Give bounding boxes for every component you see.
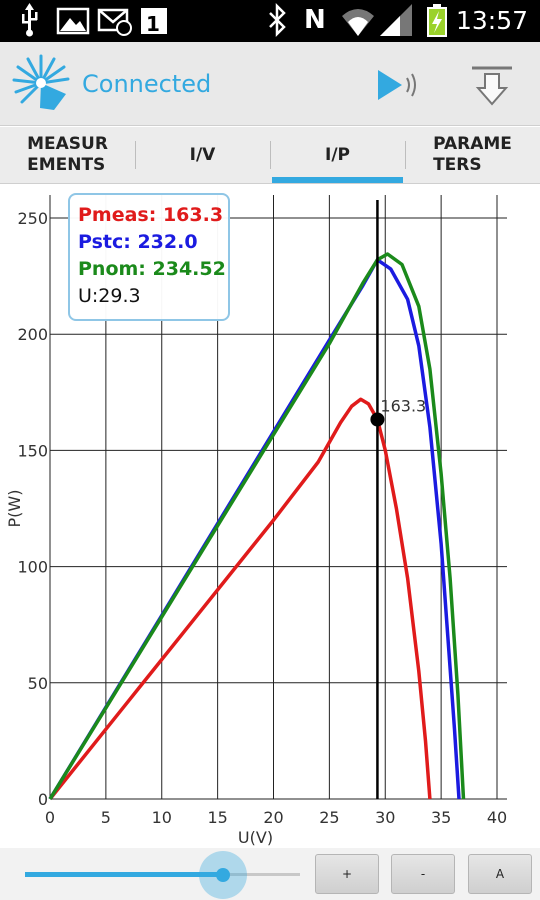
start-measure-button[interactable] <box>374 64 424 106</box>
app-logo-icon <box>12 54 70 110</box>
series-line-pmeas <box>48 397 432 801</box>
series-line-pstc <box>48 258 461 800</box>
status-bar: 1 N 13:57 <box>0 0 540 42</box>
ip-chart-svg[interactable]: 0 5 10 15 20 25 30 35 40 0 50 100 150 200 250 U(V) P(W) 1… <box>0 185 540 847</box>
legend-voltage: U:29.3 <box>78 285 141 307</box>
cursor-controls: + - A <box>0 848 540 900</box>
x-tick-label: 25 <box>319 808 339 827</box>
missed-call-icon <box>97 8 132 36</box>
chart-legend: Pmeas: 163.3 Pstc: 232.0 Pnom: 234.52 U:… <box>68 193 230 321</box>
cursor-slider-thumb[interactable] <box>199 851 247 899</box>
cursor-slider-fill <box>25 872 223 877</box>
legend-pmeas: Pmeas: 163.3 <box>78 204 224 226</box>
x-tick-label: 15 <box>207 808 227 827</box>
cursor-slider[interactable] <box>25 851 300 899</box>
tab-bar: MEASUR EMENTS I/V I/P PARAME TERS <box>0 127 540 184</box>
nfc-icon: N <box>304 5 326 35</box>
x-tick-label: 5 <box>101 808 111 827</box>
usb-icon <box>22 3 38 37</box>
y-tick-label: 100 <box>17 558 48 577</box>
cursor-decrement-button[interactable]: - <box>391 854 455 894</box>
x-tick-label: 30 <box>375 808 395 827</box>
cursor-marker <box>370 412 385 427</box>
y-axis-label: P(W) <box>5 490 24 528</box>
y-tick-label: 50 <box>28 674 48 693</box>
clock: 13:57 <box>455 6 528 35</box>
auto-button[interactable]: A <box>468 854 532 894</box>
tab-measurements-label: MEASUR EMENTS <box>27 134 108 175</box>
x-tick-label: 35 <box>431 808 451 827</box>
cursor-increment-button[interactable]: + <box>315 854 379 894</box>
tab-ip[interactable]: I/P <box>270 127 405 183</box>
y-tick-label: 200 <box>17 325 48 344</box>
x-axis-label: U(V) <box>238 828 273 847</box>
y-tick-label: 0 <box>38 790 48 809</box>
calendar-day: 1 <box>146 12 160 36</box>
wifi-icon <box>342 9 374 36</box>
connection-status: Connected <box>82 70 212 98</box>
bluetooth-icon <box>269 2 286 38</box>
tab-parameters-label: PARAME TERS <box>433 134 512 175</box>
ip-chart[interactable]: 0 5 10 15 20 25 30 35 40 0 50 100 150 200 250 U(V) P(W) 1… <box>0 185 540 847</box>
tab-parameters[interactable]: PARAME TERS <box>405 127 540 183</box>
legend-pstc: Pstc: 232.0 <box>78 231 198 253</box>
series-line-pnom <box>48 252 466 800</box>
download-button[interactable] <box>468 62 516 110</box>
tab-measurements[interactable]: MEASUR EMENTS <box>0 127 135 183</box>
x-tick-label: 10 <box>152 808 172 827</box>
calendar-icon <box>141 8 167 34</box>
y-tick-label: 150 <box>17 441 48 460</box>
x-tick-label: 0 <box>45 808 55 827</box>
y-tick-label: 250 <box>17 209 48 228</box>
tab-ip-label: I/P <box>325 144 350 165</box>
battery-charging-icon <box>427 4 447 37</box>
app-bar: Connected <box>0 42 540 126</box>
signal-icon <box>380 4 412 36</box>
image-icon <box>56 7 90 35</box>
x-tick-label: 40 <box>487 808 507 827</box>
tab-iv-label: I/V <box>189 144 216 165</box>
cursor-marker-label: 163.3 <box>380 396 426 415</box>
legend-pnom: Pnom: 234.52 <box>78 258 226 280</box>
x-tick-label: 20 <box>263 808 283 827</box>
tab-iv[interactable]: I/V <box>135 127 270 183</box>
